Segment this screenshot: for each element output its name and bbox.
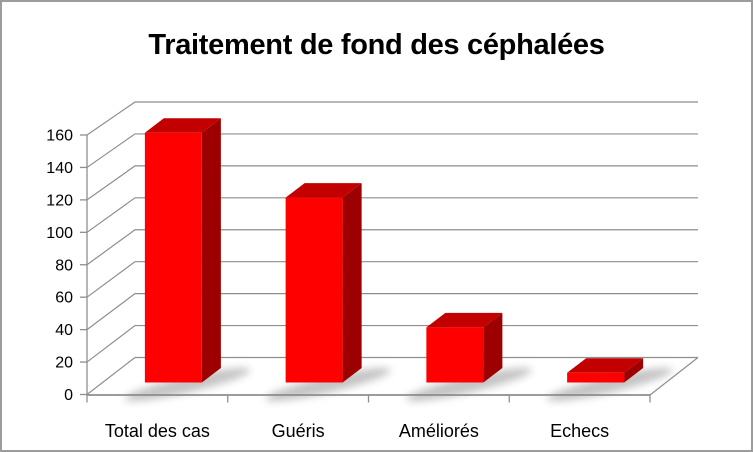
gridline <box>86 165 698 201</box>
y-tick-label: 20 <box>55 355 73 372</box>
bar-top-face <box>285 183 362 198</box>
gridline <box>86 101 698 136</box>
y-tick-label: 60 <box>55 290 73 307</box>
bar-side-face <box>342 183 362 383</box>
bar-shadow <box>265 368 391 401</box>
category-label: Guéris <box>272 421 325 441</box>
category-labels: Total des cas Guéris Améliorés Echecs <box>105 421 609 441</box>
bar-shadow <box>406 368 532 401</box>
bar-ameliores <box>406 312 532 401</box>
bar-side-face <box>624 358 644 383</box>
gridline <box>86 261 698 298</box>
bar-total-des-cas <box>124 118 251 401</box>
bar-gueris <box>265 183 391 401</box>
floor-right-edge <box>649 357 699 396</box>
chart-title: Traitement de fond des céphalées <box>148 29 605 61</box>
y-tick-label: 40 <box>55 322 73 339</box>
bar-side-face <box>483 312 503 383</box>
bar-shadow <box>124 368 251 401</box>
bar-echecs <box>546 358 673 401</box>
gridline <box>86 324 698 363</box>
category-label: Echecs <box>550 421 609 441</box>
y-tick-label: 160 <box>46 128 73 145</box>
y-tick-label: 120 <box>46 192 73 209</box>
gridline <box>86 229 698 266</box>
bar-front-face <box>567 372 625 383</box>
y-tick-label: 140 <box>46 160 73 177</box>
gridlines <box>86 101 699 396</box>
bar-front-face <box>426 327 484 383</box>
floor-left-edge <box>86 357 136 395</box>
bar-top-face <box>144 118 221 133</box>
gridline <box>86 197 698 233</box>
bar-top-face <box>426 312 503 328</box>
category-label: Total des cas <box>105 421 210 441</box>
y-tick-label: 80 <box>55 257 73 274</box>
bar-front-face <box>144 132 202 383</box>
bar-front-face <box>285 197 343 383</box>
category-label: Améliorés <box>399 421 479 441</box>
gridline <box>86 293 698 331</box>
gridline <box>86 133 698 168</box>
y-tick-label: 100 <box>46 225 73 242</box>
y-tick-labels: 0 20 40 60 80 100 120 140 160 <box>46 128 73 405</box>
y-tick-label: 0 <box>64 387 73 404</box>
bar-side-face <box>201 118 221 383</box>
bar-shadow <box>546 368 673 401</box>
bar-top-face <box>567 358 644 373</box>
